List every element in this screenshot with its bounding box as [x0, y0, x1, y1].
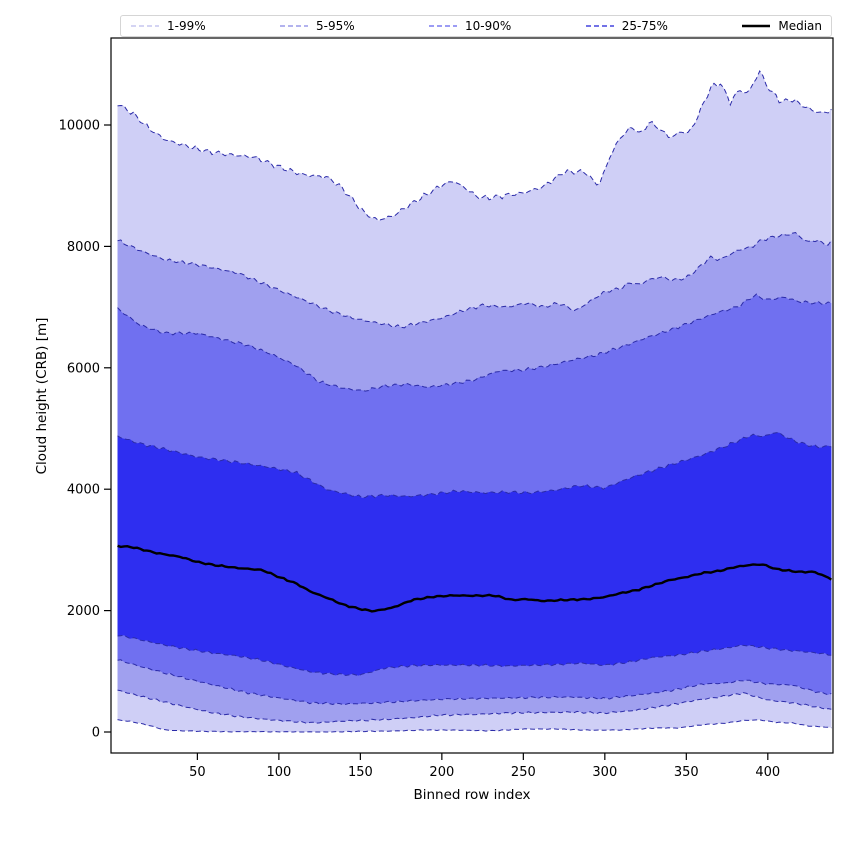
x-tick-label: 300 — [592, 765, 617, 780]
legend-label: 5-95% — [316, 19, 355, 33]
axis-ticks: 50 100 150 200 250 300 350 40002000400060008000… — [59, 119, 781, 781]
x-axis-label: Binned row index — [413, 787, 530, 803]
x-tick-label: 150 — [348, 765, 373, 780]
legend-label: 10-90% — [465, 19, 512, 33]
y-tick-label: 2000 — [67, 604, 100, 619]
edge-line-p95 — [117, 231, 832, 329]
legend-item-5-95-: 5-95% — [279, 19, 355, 33]
y-tick-label: 10000 — [59, 119, 100, 134]
legend-line-sample-icon — [131, 25, 159, 27]
edge-line-p25 — [117, 634, 832, 677]
legend-item-1-99-: 1-99% — [130, 19, 206, 33]
percentile-bands — [117, 71, 832, 732]
legend-item-median: Median — [741, 19, 822, 33]
median-curve — [117, 544, 833, 613]
legend-line-sample-icon — [742, 24, 771, 28]
y-tick-label: 6000 — [67, 361, 100, 376]
legend-item-10-90-: 10-90% — [428, 19, 511, 33]
median-line — [117, 544, 833, 613]
edge-line-p5 — [117, 689, 832, 724]
x-tick-label: 100 — [266, 765, 291, 780]
legend-line-sample-icon — [280, 25, 309, 27]
y-tick-label: 8000 — [67, 240, 100, 255]
plot-frame — [110, 37, 834, 754]
legend-label: Median — [778, 19, 822, 33]
x-tick-label: 350 — [674, 765, 699, 780]
y-axis-label: Cloud height (CRB) [m] — [34, 318, 50, 475]
edge-line-p99 — [117, 69, 832, 222]
legend-line-sample-icon — [429, 25, 458, 27]
band-25-75% — [117, 432, 832, 676]
percentile-edge-lines — [117, 69, 832, 733]
y-tick-label: 4000 — [67, 483, 100, 498]
x-tick-label: 200 — [429, 765, 454, 780]
x-tick-label: 50 — [189, 765, 206, 780]
legend: 1-99% 5-95% 10-90% 25-75% Median — [120, 15, 832, 37]
legend-label: 1-99% — [167, 19, 206, 33]
legend-line-sample-icon — [585, 25, 614, 27]
x-tick-label: 400 — [755, 765, 780, 780]
edge-line-p90 — [117, 293, 832, 392]
edge-line-p1 — [117, 719, 832, 733]
edge-line-p75 — [117, 432, 832, 499]
legend-item-25-75-: 25-75% — [585, 19, 668, 33]
legend-label: 25-75% — [621, 19, 668, 33]
y-tick-label: 0 — [92, 726, 100, 741]
x-tick-label: 250 — [511, 765, 536, 780]
